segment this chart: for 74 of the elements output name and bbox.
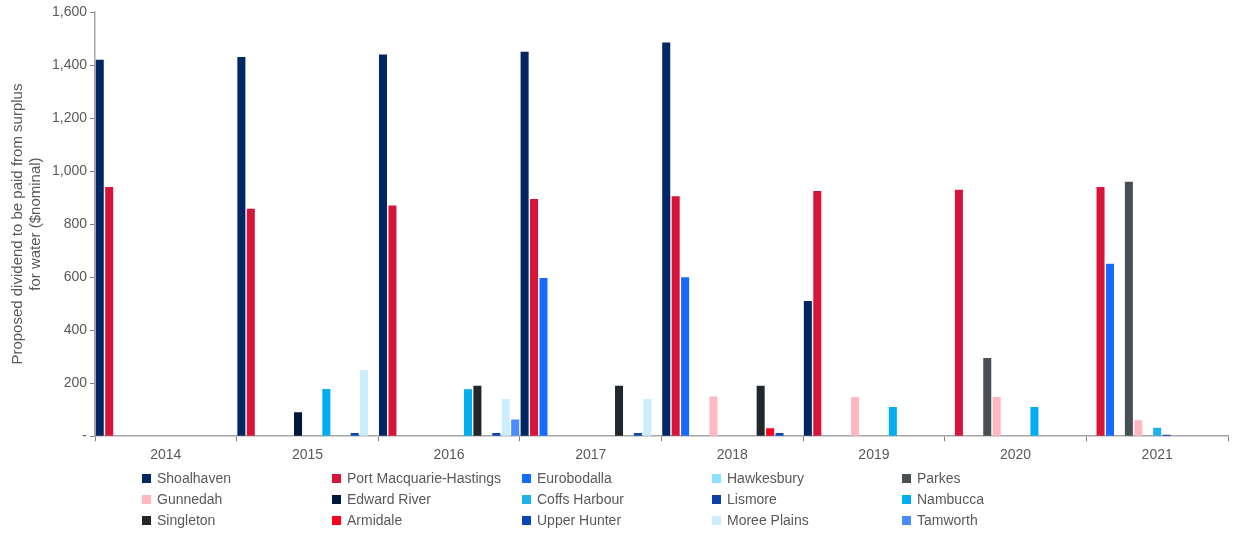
bar	[530, 198, 539, 436]
bar	[105, 186, 114, 436]
bar	[643, 399, 652, 436]
bar	[322, 389, 331, 436]
y-tick-label: 600	[63, 267, 88, 284]
x-tick-label: 2021	[1141, 446, 1173, 463]
bar	[766, 428, 775, 436]
legend-label: Armidale	[347, 512, 403, 528]
x-tick-label: 2015	[291, 446, 324, 463]
legend-label: Port Macquarie-Hastings	[347, 470, 502, 486]
bar	[671, 196, 680, 436]
bar	[615, 385, 624, 436]
bar	[237, 57, 246, 436]
bar	[983, 357, 992, 436]
bar	[775, 433, 784, 436]
bar	[633, 433, 642, 436]
bar	[888, 407, 897, 436]
y-tick-label: 800	[63, 214, 88, 231]
legend-label: Eurobodalla	[537, 470, 612, 486]
legend-label: Moree Plains	[727, 512, 809, 528]
bar	[681, 277, 690, 436]
bar	[709, 396, 718, 436]
y-tick-label: 1,400	[51, 55, 88, 72]
bar	[813, 190, 822, 436]
bar	[520, 51, 529, 436]
bar	[501, 399, 510, 436]
y-axis-title: Proposed dividend to be paid from surplus for water ($nominal)	[8, 83, 44, 365]
legend-label: Tamworth	[917, 512, 978, 528]
legend-label: Edward River	[347, 491, 432, 507]
y-tick-label: 1,000	[51, 161, 88, 178]
bar	[511, 419, 520, 436]
bar	[492, 433, 501, 436]
bar	[1134, 420, 1143, 436]
legend-label: Shoalhaven	[157, 470, 231, 486]
y-tick-label: 1,200	[51, 108, 88, 125]
bar	[539, 277, 548, 436]
legend-label: Coffs Harbour	[537, 491, 624, 507]
bar	[662, 42, 671, 436]
bar	[294, 412, 303, 436]
bar	[246, 208, 255, 436]
y-tick-label: -	[82, 427, 88, 444]
bar	[803, 300, 812, 436]
bar	[1153, 427, 1162, 436]
bar	[1105, 263, 1114, 436]
x-tick-label: 2020	[999, 446, 1032, 463]
y-tick-label: 1,600	[51, 2, 88, 19]
legend-label: Parkes	[917, 470, 961, 486]
legend-label: Singleton	[157, 512, 216, 528]
legend-label: Gunnedah	[157, 491, 223, 507]
bar	[1096, 186, 1105, 436]
x-tick-label: 2016	[433, 446, 465, 463]
bar	[851, 396, 860, 436]
bar	[360, 369, 369, 436]
legend-label: Hawkesbury	[727, 470, 805, 486]
bar	[1124, 181, 1133, 436]
bar	[350, 433, 359, 436]
bar	[756, 385, 765, 436]
bar	[463, 389, 472, 436]
bar	[1030, 407, 1039, 436]
bar	[388, 205, 397, 436]
x-tick-label: 2019	[858, 446, 890, 463]
bar	[992, 396, 1001, 436]
legend-label: Nambucca	[917, 491, 984, 507]
x-tick-label: 2018	[716, 446, 749, 463]
y-tick-label: 400	[63, 321, 88, 338]
legend-label: Lismore	[727, 491, 777, 507]
y-tick-label: 200	[63, 374, 88, 391]
x-tick-label: 2014	[150, 446, 182, 463]
bar	[954, 189, 963, 436]
bar	[378, 54, 388, 436]
bar	[473, 385, 482, 436]
x-tick-label: 2017	[575, 446, 607, 463]
bar	[95, 59, 104, 436]
legend-label: Upper Hunter	[537, 512, 622, 528]
